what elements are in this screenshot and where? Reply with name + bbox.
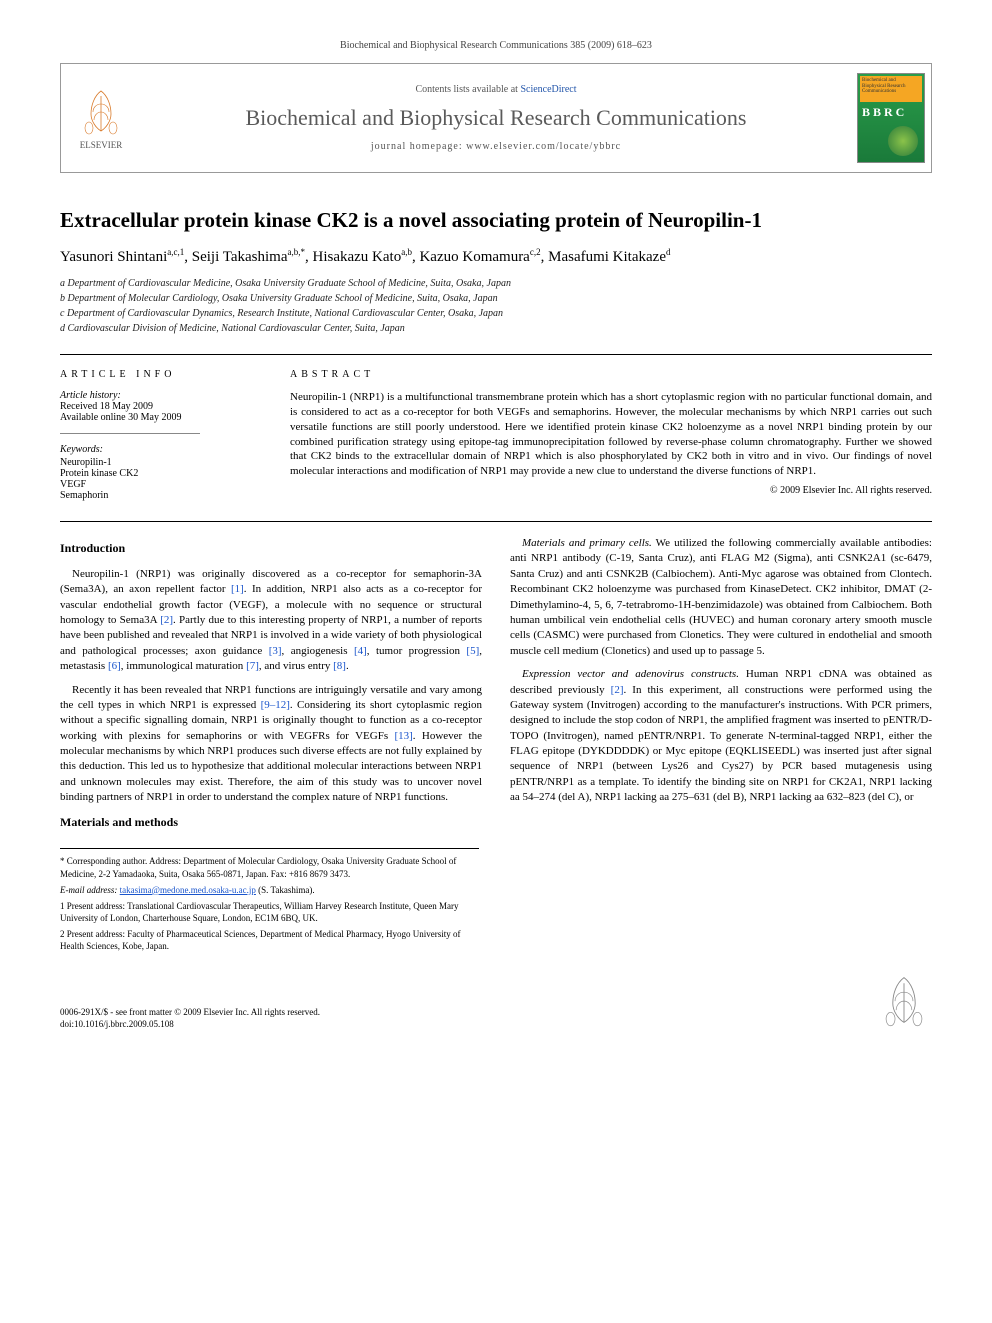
keyword: Neuropilin-1 [60,457,260,468]
author-2: Hisakazu Katoa,b [313,249,412,265]
author-1: Seiji Takashimaa,b,* [192,249,305,265]
intro-p2: Recently it has been revealed that NRP1 … [60,683,482,806]
author-name: Kazuo Komamura [419,249,529,265]
text: . [346,660,349,672]
ref-link[interactable]: [5] [466,645,479,657]
abstract-column: ABSTRACT Neuropilin-1 (NRP1) is a multif… [290,369,932,501]
author-aff: c,2 [530,247,541,257]
article-body: Introduction Neuropilin-1 (NRP1) was ori… [60,536,932,830]
methods-p2: Expression vector and adenovirus constru… [510,667,932,806]
email-note: E-mail address: takasima@medone.med.osak… [60,884,479,896]
ref-link[interactable]: [7] [246,660,259,672]
ref-link[interactable]: [9–12] [261,699,290,711]
author-name: Masafumi Kitakaze [548,249,666,265]
ref-link[interactable]: [3] [269,645,282,657]
keyword: Protein kinase CK2 [60,468,260,479]
divider [60,354,932,355]
present-address-1: 1 Present address: Translational Cardiov… [60,900,479,924]
text: , immunological maturation [121,660,246,672]
introduction-head: Introduction [60,540,482,557]
sciencedirect-link[interactable]: ScienceDirect [520,84,576,95]
present-address-2: 2 Present address: Faculty of Pharmaceut… [60,928,479,952]
article-info-head: ARTICLE INFO [60,369,260,380]
article-info: ARTICLE INFO Article history: Received 1… [60,369,260,501]
publisher-name: ELSEVIER [80,140,123,150]
homepage-url[interactable]: www.elsevier.com/locate/ybbrc [466,141,621,152]
text: , and virus entry [259,660,333,672]
affiliations-block: a Department of Cardiovascular Medicine,… [60,276,932,336]
email-tail: (S. Takashima). [256,885,315,895]
article-title: Extracellular protein kinase CK2 is a no… [60,208,932,233]
corresponding-note: * Corresponding author. Address: Departm… [60,855,479,879]
text: We utilized the following commercially a… [510,537,932,657]
journal-center: Contents lists available at ScienceDirec… [141,64,851,172]
cover-thumbnail: Biochemical and Biophysical Research Com… [857,73,925,163]
contents-line: Contents lists available at ScienceDirec… [146,84,846,95]
author-0: Yasunori Shintania,c,1 [60,249,184,265]
ref-link[interactable]: [8] [333,660,346,672]
abstract-text: Neuropilin-1 (NRP1) is a multifunctional… [290,390,932,479]
author-aff: d [666,247,671,257]
authors-line: Yasunori Shintania,c,1, Seiji Takashimaa… [60,247,932,266]
footer-left: 0006-291X/$ - see front matter © 2009 El… [60,1007,320,1030]
methods-p1: Materials and primary cells. We utilized… [510,536,932,659]
journal-cover: Biochemical and Biophysical Research Com… [851,64,931,172]
ref-link[interactable]: [2] [160,614,173,626]
history-label: Article history: [60,390,260,401]
cover-circle-icon [888,126,918,156]
journal-header-box: ELSEVIER Contents lists available at Sci… [60,63,932,173]
footer-logo [876,972,932,1030]
cover-top-text: Biochemical and Biophysical Research Com… [860,76,922,102]
info-abstract-row: ARTICLE INFO Article history: Received 1… [60,369,932,501]
received-date: Received 18 May 2009 [60,401,260,412]
text: , angiogenesis [282,645,354,657]
ref-link[interactable]: [2] [611,684,624,696]
homepage-prefix: journal homepage: [371,141,466,152]
header-citation: Biochemical and Biophysical Research Com… [60,40,932,51]
page-footer: 0006-291X/$ - see front matter © 2009 El… [60,972,932,1030]
email-label: E-mail address: [60,885,120,895]
publisher-logo: ELSEVIER [61,64,141,172]
info-divider [60,433,200,434]
journal-name: Biochemical and Biophysical Research Com… [146,105,846,131]
keywords-label: Keywords: [60,444,260,455]
text: . In this experiment, all constructions … [510,684,932,804]
author-4: Masafumi Kitakazed [548,249,670,265]
cover-letters: B B R C [862,106,904,118]
author-aff: a,c,1 [167,247,184,257]
affiliation: c Department of Cardiovascular Dynamics,… [60,306,932,321]
abstract-copyright: © 2009 Elsevier Inc. All rights reserved… [290,485,932,496]
footnotes: * Corresponding author. Address: Departm… [60,848,479,952]
affiliation: b Department of Molecular Cardiology, Os… [60,291,932,306]
issn-line: 0006-291X/$ - see front matter © 2009 El… [60,1007,320,1019]
intro-p1: Neuropilin-1 (NRP1) was originally disco… [60,567,482,675]
email-link[interactable]: takasima@medone.med.osaka-u.ac.jp [120,885,256,895]
online-date: Available online 30 May 2009 [60,412,260,423]
elsevier-tree-icon [76,86,126,136]
italic-lead: Materials and primary cells. [522,537,652,549]
journal-homepage: journal homepage: www.elsevier.com/locat… [146,141,846,152]
author-name: Seiji Takashima [192,249,288,265]
author-aff: a,b [401,247,412,257]
author-name: Hisakazu Kato [313,249,402,265]
affiliation: d Cardiovascular Division of Medicine, N… [60,321,932,336]
ref-link[interactable]: [6] [108,660,121,672]
ref-link[interactable]: [1] [231,583,244,595]
ref-link[interactable]: [4] [354,645,367,657]
keyword: VEGF [60,479,260,490]
italic-lead: Expression vector and adenovirus constru… [522,668,739,680]
author-name: Yasunori Shintani [60,249,167,265]
affiliation: a Department of Cardiovascular Medicine,… [60,276,932,291]
ref-link[interactable]: [13] [394,730,412,742]
author-3: Kazuo Komamurac,2 [419,249,540,265]
keyword: Semaphorin [60,490,260,501]
doi-line: doi:10.1016/j.bbrc.2009.05.108 [60,1019,320,1031]
elsevier-tree-icon [876,972,932,1028]
abstract-head: ABSTRACT [290,369,932,380]
text: , tumor progression [367,645,467,657]
divider [60,521,932,522]
methods-head: Materials and methods [60,814,482,831]
author-aff: a,b,* [288,247,306,257]
contents-prefix: Contents lists available at [415,84,520,95]
